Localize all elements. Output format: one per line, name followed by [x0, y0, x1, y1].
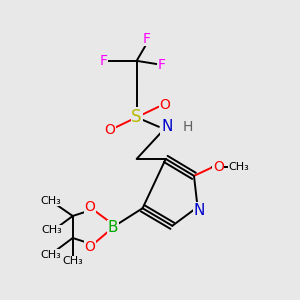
Text: N: N — [194, 202, 205, 217]
Text: O: O — [159, 98, 170, 112]
Text: N: N — [161, 119, 172, 134]
Text: F: F — [143, 32, 151, 46]
Text: F: F — [157, 58, 165, 72]
Text: H: H — [183, 120, 193, 134]
Text: O: O — [85, 200, 95, 214]
Text: F: F — [99, 54, 107, 68]
Text: CH₃: CH₃ — [41, 225, 62, 235]
Text: O: O — [105, 123, 116, 137]
Text: O: O — [213, 160, 224, 174]
Text: CH₃: CH₃ — [229, 162, 250, 172]
Text: O: O — [85, 240, 95, 254]
Text: CH₃: CH₃ — [40, 250, 61, 260]
Text: CH₃: CH₃ — [62, 256, 83, 266]
Text: S: S — [131, 108, 142, 126]
Text: B: B — [108, 220, 118, 236]
Text: CH₃: CH₃ — [40, 196, 61, 206]
